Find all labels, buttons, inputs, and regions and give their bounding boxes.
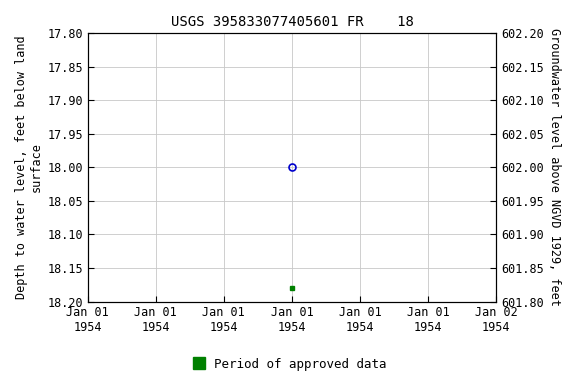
Y-axis label: Depth to water level, feet below land
surface: Depth to water level, feet below land su… bbox=[15, 35, 43, 299]
Legend: Period of approved data: Period of approved data bbox=[184, 353, 392, 376]
Title: USGS 395833077405601 FR    18: USGS 395833077405601 FR 18 bbox=[170, 15, 414, 29]
Y-axis label: Groundwater level above NGVD 1929, feet: Groundwater level above NGVD 1929, feet bbox=[548, 28, 561, 306]
